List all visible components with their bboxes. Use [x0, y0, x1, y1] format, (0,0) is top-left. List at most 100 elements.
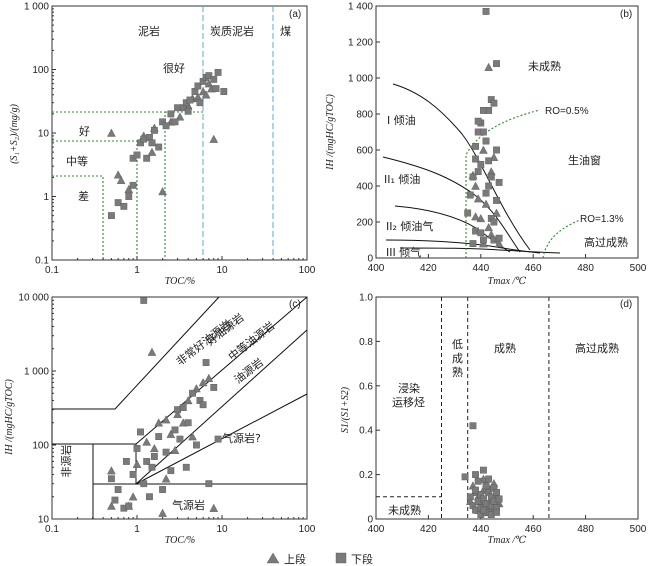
x-tick-label: 480: [577, 524, 594, 535]
data-point-lower: [482, 7, 490, 15]
data-point-lower: [186, 96, 194, 104]
x-tick-label: 400: [368, 524, 385, 535]
data-point-lower: [493, 508, 500, 516]
y-tick-label: 0.2: [359, 470, 373, 481]
x-tick-label: 500: [630, 524, 647, 535]
data-point-lower: [485, 182, 493, 190]
y-tick-label: 10: [38, 129, 50, 140]
zone-low-mature-line1: 低: [452, 338, 463, 351]
data-point-lower: [472, 486, 479, 494]
data-point-lower: [122, 458, 130, 465]
data-point-lower: [137, 428, 144, 436]
zone-poor: 差: [78, 189, 89, 203]
very-good-boundary: [52, 296, 220, 410]
data-point-lower: [148, 463, 156, 471]
data-point-lower: [202, 359, 210, 366]
zone-non-source: 非源岩: [59, 445, 73, 478]
zone-medium: 中等: [66, 154, 88, 168]
data-point-upper: [492, 208, 501, 217]
data-point-upper: [116, 175, 126, 184]
data-point-lower: [189, 389, 196, 397]
panel-d-marks: [461, 422, 504, 518]
data-point-lower: [108, 475, 115, 483]
data-point-lower: [129, 471, 137, 478]
data-point-lower: [461, 473, 469, 481]
data-point-upper: [107, 128, 116, 137]
panel-b-ylabel: IH /(mgHC/gTOC): [325, 94, 336, 171]
data-point-lower: [495, 234, 503, 242]
zone-overmature: 高过成熟: [584, 235, 628, 249]
data-point-lower: [466, 493, 474, 501]
y-tick-label: 0.8: [359, 337, 373, 348]
x-tick-label: 420: [420, 263, 437, 274]
data-point-upper: [173, 409, 182, 418]
type-I-boundary: [392, 83, 531, 251]
data-point-upper: [132, 459, 142, 468]
data-point-upper: [113, 170, 123, 179]
data-point-lower: [469, 173, 477, 181]
legend-lower-marker: [335, 552, 347, 564]
data-point-lower: [196, 99, 204, 107]
data-point-lower: [220, 88, 228, 95]
data-point-upper: [147, 347, 157, 356]
panel-c-marks: [107, 296, 222, 517]
data-point-upper: [481, 199, 491, 208]
zone-immature: 未成熟: [528, 59, 561, 73]
y-tick-label: 0.4: [359, 426, 373, 437]
zone-migrated-hc-1: 浸染运移烃: [392, 381, 425, 409]
y-tick-label: 0.1: [35, 256, 49, 267]
x-tick-label: 460: [525, 263, 542, 274]
y-tick-label: 400: [356, 182, 373, 193]
legend: 上段 下段: [266, 552, 373, 566]
x-tick-label: 0.1: [45, 265, 59, 276]
data-point-upper: [107, 466, 116, 475]
x-tick-label: 440: [472, 524, 489, 535]
data-point-lower: [114, 199, 122, 207]
data-point-lower: [490, 218, 498, 226]
data-point-upper: [484, 62, 493, 71]
data-point-lower: [477, 160, 485, 168]
data-point-upper: [107, 501, 116, 510]
y-tick-label: 0: [367, 515, 373, 526]
panel-c-frame: [51, 296, 308, 520]
data-point-upper: [209, 134, 219, 143]
panel-c-ylabel: IH /(mgHC/gTOC): [4, 379, 15, 456]
data-point-lower: [155, 433, 163, 440]
data-point-lower: [205, 480, 213, 488]
legend-lower-label: 下段: [351, 552, 373, 566]
data-point-lower: [162, 448, 170, 456]
data-point-upper: [484, 222, 493, 232]
zone-mature: 成熟: [494, 341, 516, 355]
data-point-lower: [184, 419, 192, 427]
data-point-lower: [493, 196, 500, 204]
panel-a-xlabel: TOC/%: [165, 276, 195, 287]
x-tick-label: 100: [299, 265, 316, 276]
zone-low-mature: 低成熟: [452, 338, 463, 379]
panel-a: (a) 泥岩 炭质泥岩 煤 很好 好 中等 差 0.1 1 10 100 0.1 1 10 1…: [9, 2, 316, 288]
data-point-lower: [464, 209, 472, 217]
panel-a-ylabel: (S₁+S₂)/(mg/g): [9, 103, 20, 163]
data-point-lower: [214, 435, 222, 443]
zone-migrated-hc-line2: 运移烃: [392, 396, 425, 409]
data-point-upper: [209, 503, 219, 512]
y-tick-label: 100: [32, 65, 49, 76]
zone-overmature-d: 高过成熟: [575, 341, 619, 355]
panel-a-marks: [107, 69, 228, 220]
panel-d-ylabel: S1/(S1+S2): [340, 386, 351, 433]
panel-b-xlabel: Tmax /℃: [488, 276, 527, 287]
ro-1.3-label: RO=1.3%: [580, 214, 624, 225]
data-point-lower: [214, 69, 222, 76]
zone-low-mature-line2: 成: [452, 352, 463, 365]
data-point-upper: [142, 437, 152, 446]
data-point-lower: [140, 296, 148, 304]
type-II1-boundary: [382, 156, 521, 253]
data-point-upper: [204, 373, 214, 382]
data-point-lower: [493, 60, 500, 68]
y-tick-label: 800: [356, 110, 373, 121]
x-tick-label: 420: [420, 524, 437, 535]
data-point-lower: [148, 139, 156, 147]
y-tick-label: 1 000: [24, 2, 49, 13]
data-point-lower: [495, 178, 503, 186]
type-I-label: I 倾油: [387, 113, 416, 127]
y-tick-label: 10: [38, 515, 50, 526]
